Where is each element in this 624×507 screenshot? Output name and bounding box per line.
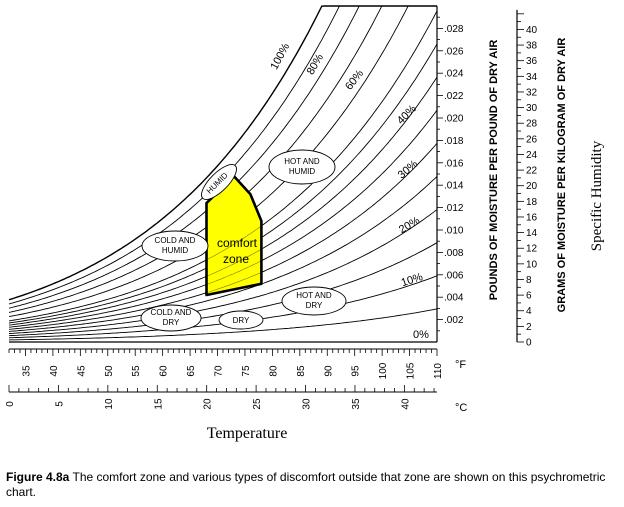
g-tick-label: 30 xyxy=(526,103,538,114)
g-tick-label: 16 xyxy=(526,212,538,223)
outer-y-axis-label: Specific Humidity xyxy=(589,140,605,251)
g-tick-label: 6 xyxy=(526,291,532,302)
f-tick-label: 60 xyxy=(159,365,170,377)
f-tick-label: 55 xyxy=(131,365,142,377)
c-tick-label: 35 xyxy=(351,398,362,410)
rh-label-0: 0% xyxy=(413,329,429,341)
f-tick-label: 95 xyxy=(351,365,362,377)
g-tick-label: 38 xyxy=(526,41,538,52)
g-tick-label: 26 xyxy=(526,134,538,145)
saturation-curve xyxy=(8,5,437,301)
lb-tick-label: .028 xyxy=(444,24,464,35)
c-tick-label: 5 xyxy=(54,401,65,407)
rh-label-40: 40% xyxy=(395,103,419,127)
f-tick-label: 100 xyxy=(378,362,389,379)
g-tick-label: 12 xyxy=(526,244,538,255)
lb-tick-label: .024 xyxy=(444,69,464,80)
lb-tick-label: .012 xyxy=(444,203,464,214)
g-tick-label: 14 xyxy=(526,228,538,239)
svg-text:DRY: DRY xyxy=(233,316,250,325)
g-tick-label: 8 xyxy=(526,275,532,286)
g-tick-label: 28 xyxy=(526,119,538,130)
c-tick-label: 0 xyxy=(5,401,16,407)
g-tick-label: 32 xyxy=(526,87,538,98)
f-tick-label: 40 xyxy=(49,365,60,377)
f-tick-label: 50 xyxy=(104,365,115,377)
region-dry: DRY xyxy=(218,310,264,330)
region-cold-and-humid: COLD AND HUMID xyxy=(141,230,209,262)
g-tick-label: 10 xyxy=(526,259,538,270)
g-tick-label: 40 xyxy=(526,25,538,36)
f-tick-label: 90 xyxy=(323,365,334,377)
svg-text:HUMID: HUMID xyxy=(162,246,188,255)
g-tick-label: 22 xyxy=(526,166,538,177)
rh-label-80: 80% xyxy=(305,52,327,77)
c-tick-label: 10 xyxy=(104,398,115,410)
c-tick-label: 25 xyxy=(252,398,263,410)
svg-text:HUMID: HUMID xyxy=(289,167,315,176)
g-tick-label: 4 xyxy=(526,306,532,317)
x-axis-label: Temperature xyxy=(207,425,288,442)
comfort-zone-layer xyxy=(205,174,263,310)
right-y-axis-label: GRAMS OF MOISTURE PER KILOGRAM OF DRY AI… xyxy=(556,38,568,313)
celsius-unit: °C xyxy=(455,402,467,414)
g-tick-label: 34 xyxy=(526,72,538,83)
svg-text:HOT AND: HOT AND xyxy=(296,291,332,300)
lb-tick-label: .010 xyxy=(444,226,464,237)
region-cold-and-dry: COLD AND DRY xyxy=(140,304,202,332)
fahrenheit-unit: °F xyxy=(455,359,466,371)
caption-label: Figure 4.8a xyxy=(6,470,70,484)
f-tick-label: 85 xyxy=(296,365,307,377)
lb-tick-label: .002 xyxy=(444,315,464,326)
f-tick-label: 80 xyxy=(268,365,279,377)
lb-tick-label: .016 xyxy=(444,158,464,169)
g-tick-label: 24 xyxy=(526,150,538,161)
f-tick-label: 75 xyxy=(241,365,252,377)
c-tick-label: 40 xyxy=(400,398,411,410)
f-tick-label: 70 xyxy=(214,365,225,377)
rh-label-20: 20% xyxy=(397,215,422,237)
comfort-zone-label-2: zone xyxy=(223,252,249,266)
rh-label-10: 10% xyxy=(400,271,425,289)
caption-text: The comfort zone and various types of di… xyxy=(6,470,606,499)
f-tick-label: 65 xyxy=(186,365,197,377)
lb-tick-label: .006 xyxy=(444,270,464,281)
region-hot-and-humid: HOT AND HUMID xyxy=(268,149,336,185)
svg-text:COLD AND: COLD AND xyxy=(155,236,196,245)
g-tick-label: 20 xyxy=(526,181,538,192)
c-tick-label: 20 xyxy=(203,398,214,410)
f-tick-label: 110 xyxy=(433,363,444,379)
lb-tick-label: .020 xyxy=(444,114,464,125)
svg-text:DRY: DRY xyxy=(306,301,323,310)
lb-tick-label: .008 xyxy=(444,248,464,259)
rh-label-30: 30% xyxy=(396,158,421,181)
g-tick-label: 36 xyxy=(526,56,538,67)
svg-text:DRY: DRY xyxy=(163,318,180,327)
svg-text:COLD AND: COLD AND xyxy=(151,308,192,317)
lb-tick-label: .022 xyxy=(444,91,464,102)
lb-tick-label: .004 xyxy=(444,293,464,304)
f-tick-label: 35 xyxy=(21,365,32,377)
c-tick-label: 15 xyxy=(153,398,164,410)
comfort-zone xyxy=(205,174,263,297)
rh-label-60: 60% xyxy=(343,68,366,93)
lb-tick-label: .026 xyxy=(444,46,464,57)
f-tick-label: 105 xyxy=(406,362,417,379)
figure-caption: Figure 4.8a The comfort zone and various… xyxy=(6,470,618,500)
lb-tick-label: .018 xyxy=(444,136,464,147)
comfort-zone-label: comfort xyxy=(217,236,258,250)
rh-curve-5 xyxy=(9,308,437,341)
g-tick-label: 2 xyxy=(526,322,532,333)
region-hot-and-dry: HOT AND DRY xyxy=(281,286,347,316)
lb-tick-label: .014 xyxy=(444,181,464,192)
f-tick-label: 45 xyxy=(76,365,87,377)
g-tick-label: 18 xyxy=(526,197,538,208)
g-tick-label: 0 xyxy=(526,338,532,349)
svg-text:HOT AND: HOT AND xyxy=(284,157,320,166)
c-tick-label: 30 xyxy=(302,398,313,410)
left-y-axis-label: POUNDS OF MOISTURE PER POUND OF DRY AIR xyxy=(488,40,500,301)
